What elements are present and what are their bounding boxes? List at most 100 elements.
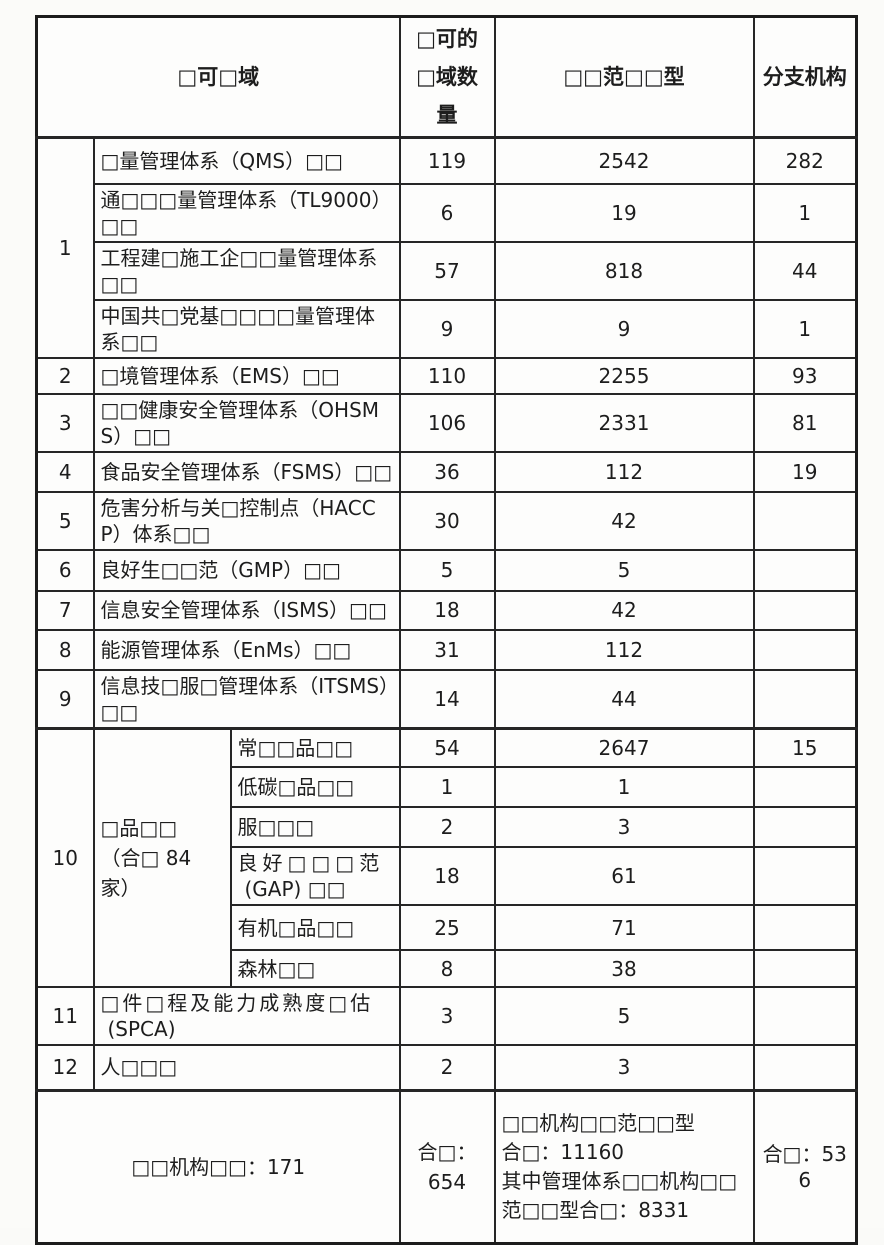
count-value: 36 — [398, 450, 496, 493]
table-row: 1 □量管理体系（QMS）□□ 119 2542 282 — [35, 136, 858, 359]
scope-value: 2542 — [493, 136, 755, 185]
sub-field-name: 常□□品□□ — [229, 726, 401, 768]
header-count-line2: □域数 — [416, 65, 478, 89]
total-count: 合□： 654 — [398, 1088, 496, 1244]
group-label-line2: （合□ 84 家） — [100, 845, 192, 900]
scope-value: 71 — [493, 904, 755, 951]
count-value: 57 — [398, 240, 496, 301]
count-value: 18 — [398, 589, 496, 631]
total-scope-line1: □□机构□□范□□型 — [501, 1110, 695, 1135]
count-value: 5 — [398, 548, 496, 592]
scope-value: 5 — [493, 986, 755, 1046]
table-totals-row: □□机构□□：171 合□： 654 □□机构□□范□□型 合□：11160 其… — [35, 1088, 858, 1244]
total-branch: 合□：536 — [752, 1088, 858, 1244]
row-number: 8 — [35, 628, 95, 671]
scope-value: 19 — [493, 182, 755, 243]
row-number: 7 — [35, 589, 95, 631]
count-value: 25 — [398, 904, 496, 951]
branch-value: 282 — [752, 136, 858, 185]
row-number: 3 — [35, 392, 95, 453]
branch-value — [752, 548, 858, 592]
branch-value — [752, 949, 858, 988]
scope-value: 818 — [493, 240, 755, 301]
field-name-line2: (SPCA) — [107, 1017, 176, 1041]
branch-value — [752, 766, 858, 808]
count-value: 6 — [398, 182, 496, 243]
table-row: 良好□□□范 (GAP) □□ 18 61 — [37, 846, 858, 906]
header-branch: 分支机构 — [752, 15, 858, 139]
row-number: 2 — [35, 356, 95, 395]
count-value: 119 — [398, 136, 496, 185]
table-row: 7 信息安全管理体系（ISMS）□□ 18 42 — [35, 589, 858, 631]
scope-value: 44 — [493, 668, 755, 729]
row-number: 10 — [35, 726, 95, 988]
count-value: 106 — [398, 392, 496, 453]
row-number: 4 — [35, 450, 95, 493]
row-number: 5 — [35, 490, 95, 551]
scope-value: 2331 — [493, 392, 755, 453]
total-orgs: □□机构□□：171 — [35, 1088, 401, 1244]
total-scope: □□机构□□范□□型 合□：11160 其中管理体系□□机构□□ 范□□型合□：… — [493, 1088, 755, 1244]
scope-value: 1 — [493, 766, 755, 808]
count-value: 8 — [398, 949, 496, 988]
count-value: 31 — [398, 628, 496, 671]
table-row: 4 食品安全管理体系（FSMS）□□ 36 112 19 — [35, 450, 858, 493]
field-name: 人□□□ — [92, 1044, 401, 1091]
branch-value: 15 — [752, 726, 858, 768]
sub-field-name: 良好□□□范 (GAP) □□ — [229, 846, 401, 906]
total-scope-line4: 范□□型合□：8331 — [501, 1197, 690, 1222]
scope-value: 112 — [493, 450, 755, 493]
scope-value: 38 — [493, 949, 755, 988]
count-value: 1 — [398, 766, 496, 808]
field-name: □件□程及能力成熟度□估 (SPCA) — [92, 986, 401, 1046]
header-scope: □□范□□型 — [493, 15, 755, 139]
branch-value: 1 — [752, 182, 858, 243]
scope-value: 42 — [493, 490, 755, 551]
branch-value: 19 — [752, 450, 858, 493]
row-number: 6 — [35, 548, 95, 592]
table-row: 8 能源管理体系（EnMs）□□ 31 112 — [35, 628, 858, 671]
count-value: 30 — [398, 490, 496, 551]
field-name: 信息安全管理体系（ISMS）□□ — [92, 589, 401, 631]
row-number: 11 — [35, 986, 95, 1046]
field-name: 中国共□党基□□□□量管理体系□□ — [92, 298, 401, 359]
table-row: 12 人□□□ 2 3 — [35, 1044, 858, 1091]
field-name: 能源管理体系（EnMs）□□ — [92, 628, 401, 671]
count-value: 18 — [398, 846, 496, 906]
total-count-line2: 654 — [427, 1169, 467, 1194]
count-value: 9 — [398, 298, 496, 359]
sub-field-name: 森林□□ — [229, 949, 401, 988]
scope-value: 2647 — [493, 726, 755, 768]
table-row: 低碳□品□□ 1 1 — [37, 766, 858, 808]
field-name: 工程建□施工企□□量管理体系□□ — [92, 240, 401, 301]
branch-value — [752, 490, 858, 551]
branch-value: 44 — [752, 240, 858, 301]
total-scope-line3: 其中管理体系□□机构□□ — [501, 1168, 738, 1193]
row-number: 9 — [35, 668, 95, 729]
field-name: 危害分析与关□控制点（HACCP）体系□□ — [92, 490, 401, 551]
field-name: □量管理体系（QMS）□□ — [92, 136, 401, 185]
group-label: □品□□ （合□ 84 家） — [92, 726, 232, 988]
branch-value — [752, 806, 858, 848]
sub-field-name: 有机□品□□ — [229, 904, 401, 951]
branch-value — [752, 986, 858, 1046]
branch-value — [752, 589, 858, 631]
count-value: 110 — [398, 356, 496, 395]
field-name: 通□□□量管理体系（TL9000）□□ — [92, 182, 401, 243]
field-name: □□健康安全管理体系（OHSMS）□□ — [92, 392, 401, 453]
branch-value: 1 — [752, 298, 858, 359]
table-row: 2 □境管理体系（EMS）□□ 110 2255 93 — [35, 356, 858, 395]
branch-value: 81 — [752, 392, 858, 453]
scope-value: 112 — [493, 628, 755, 671]
count-value: 14 — [398, 668, 496, 729]
certification-table: □可□域 □可的 □域数 量 □□范□□型 分支机构 1 □量管理体系（QMS）… — [35, 15, 858, 1245]
row-number: 1 — [35, 136, 95, 359]
scope-value: 2255 — [493, 356, 755, 395]
table-row: 3 □□健康安全管理体系（OHSMS）□□ 106 2331 81 — [35, 392, 858, 453]
branch-value — [752, 846, 858, 906]
table-row: 11 □件□程及能力成熟度□估 (SPCA) 3 5 — [35, 986, 858, 1046]
table-row: 有机□品□□ 25 71 — [37, 904, 858, 951]
table-row: 服□□□ 2 3 — [37, 806, 858, 848]
header-count: □可的 □域数 量 — [398, 15, 496, 139]
